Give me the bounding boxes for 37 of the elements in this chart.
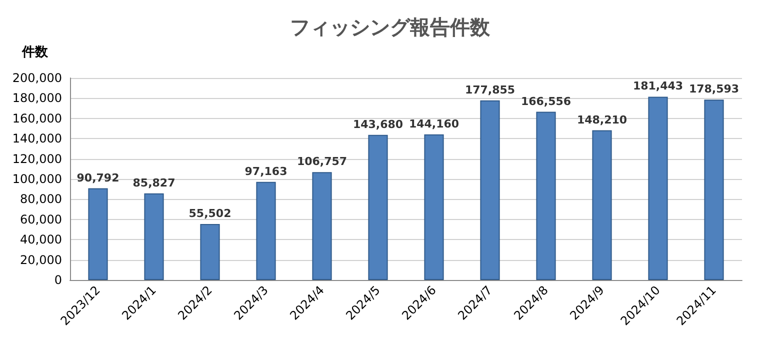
data-label: 90,792 [76,171,120,184]
bar [480,100,500,280]
bar [704,100,724,280]
bar [368,134,388,280]
y-axis-title: 件数 [21,45,49,60]
data-label: 55,502 [188,206,232,220]
y-tick-label: 0 [54,273,62,287]
y-tick-label: 120,000 [12,152,62,166]
bar [592,130,612,280]
y-tick-label: 180,000 [12,91,62,106]
bar [648,96,668,280]
y-tick-label: 20,000 [20,252,62,267]
y-tick-label: 80,000 [20,192,62,206]
data-label: 85,827 [132,176,176,190]
data-label: 178,593 [688,82,740,96]
y-tick-label: 40,000 [20,232,62,247]
y-tick-label: 140,000 [12,132,62,146]
y-tick-label: 160,000 [12,111,62,126]
data-label: 97,163 [244,164,288,178]
bar [144,193,164,280]
y-tick-label: 200,000 [12,71,62,85]
bar [312,172,332,280]
y-tick-label: 100,000 [12,172,62,186]
data-label: 143,680 [352,118,404,131]
data-label: 148,210 [576,113,628,126]
bar [88,188,108,280]
y-tick-label: 60,000 [20,212,62,226]
bar [200,224,220,280]
data-label: 177,855 [464,83,516,96]
bar [256,182,276,280]
data-label: 144,160 [408,117,460,130]
chart-title: フィッシング報告件数 [290,15,491,39]
bar [536,112,556,280]
data-label: 181,443 [632,80,684,93]
data-label: 106,757 [296,155,348,168]
bar [424,134,444,280]
data-label: 166,556 [520,94,572,108]
